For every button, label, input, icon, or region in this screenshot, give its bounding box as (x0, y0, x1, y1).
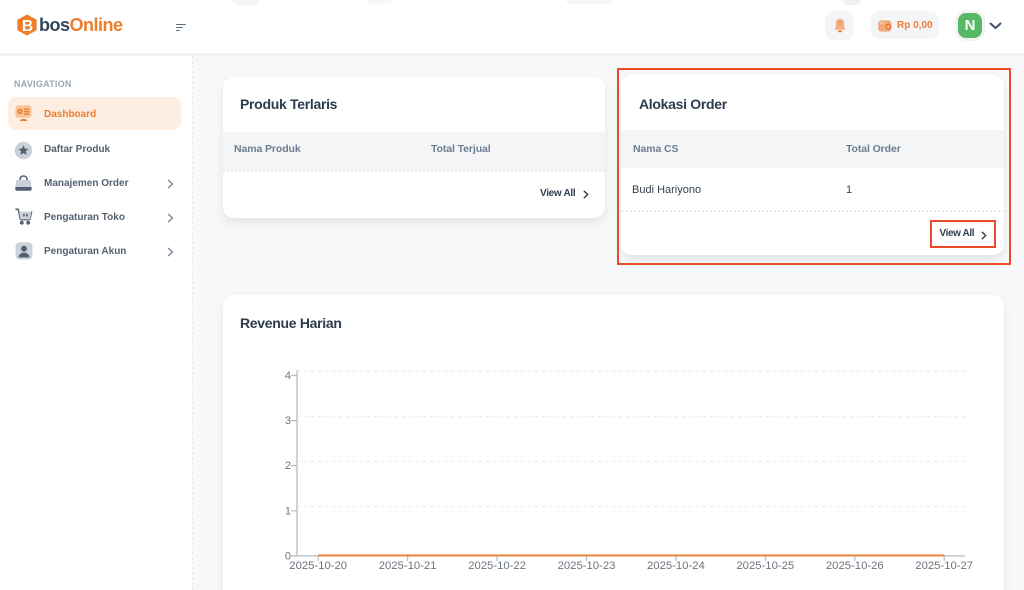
svg-text:2025-10-22: 2025-10-22 (468, 560, 526, 572)
svg-text:2025-10-24: 2025-10-24 (647, 560, 705, 572)
svg-text:4: 4 (285, 370, 291, 382)
svg-text:1: 1 (285, 505, 291, 517)
svg-text:2025-10-21: 2025-10-21 (379, 560, 437, 572)
svg-text:2025-10-27: 2025-10-27 (915, 560, 973, 572)
svg-text:B: B (22, 18, 33, 35)
svg-text:3: 3 (285, 415, 291, 427)
svg-text:2025-10-23: 2025-10-23 (558, 560, 616, 572)
svg-text:0: 0 (285, 550, 291, 562)
svg-text:2025-10-20: 2025-10-20 (289, 560, 347, 572)
svg-text:2: 2 (285, 460, 291, 472)
svg-text:2025-10-25: 2025-10-25 (736, 560, 794, 572)
svg-text:2025-10-26: 2025-10-26 (826, 560, 884, 572)
